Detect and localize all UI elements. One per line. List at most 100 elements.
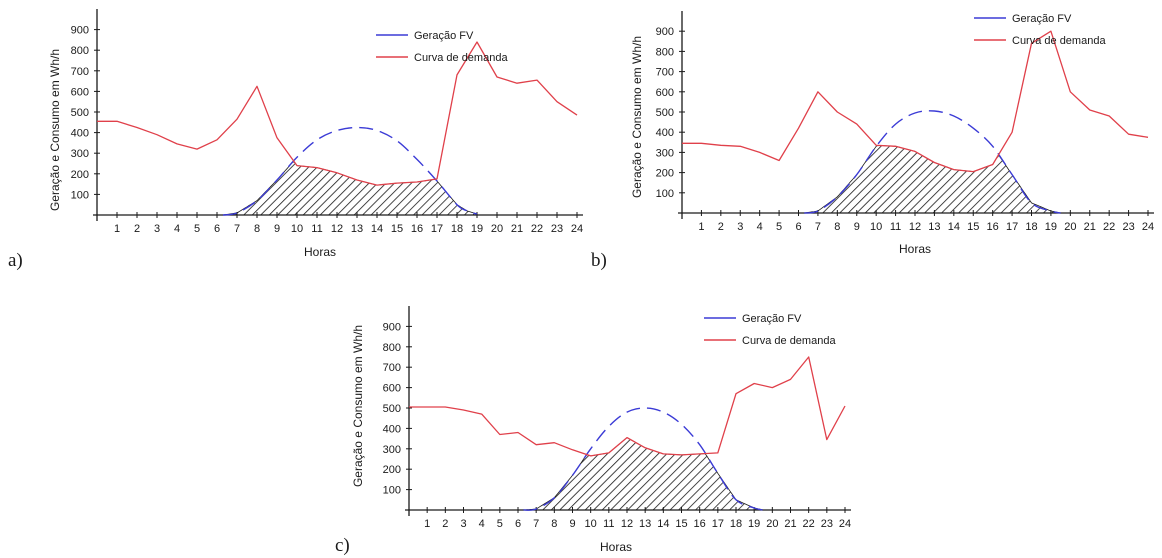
panel-label: b) bbox=[591, 250, 607, 271]
y-tick-label: 100 bbox=[71, 189, 89, 201]
y-tick-label: 300 bbox=[383, 444, 401, 456]
x-tick-label: 23 bbox=[551, 223, 563, 235]
x-tick-label: 19 bbox=[748, 518, 760, 530]
y-tick-label: 900 bbox=[71, 25, 89, 37]
x-tick-label: 3 bbox=[154, 223, 160, 235]
x-tick-label: 10 bbox=[291, 223, 303, 235]
x-tick-label: 1 bbox=[424, 518, 430, 530]
x-tick-label: 24 bbox=[571, 223, 583, 235]
x-tick-label: 9 bbox=[274, 223, 280, 235]
x-tick-label: 19 bbox=[471, 223, 483, 235]
y-axis-title: Geração e Consumo em Wh/h bbox=[351, 325, 365, 487]
x-tick-label: 16 bbox=[987, 221, 999, 233]
hatched-overlap-area bbox=[523, 437, 764, 511]
x-tick-label: 2 bbox=[442, 518, 448, 530]
x-tick-label: 9 bbox=[569, 518, 575, 530]
x-tick-label: 8 bbox=[551, 518, 557, 530]
chart-panel-c: 1 2 3 4 5 6 7 8 9 10 11 12 13 14 15 16 17 18 19 20 21 22 23 241… bbox=[335, 306, 851, 556]
x-tick-label: 6 bbox=[795, 221, 801, 233]
x-tick-label: 12 bbox=[331, 223, 343, 235]
y-tick-label: 700 bbox=[656, 67, 674, 79]
x-tick-label: 8 bbox=[254, 223, 260, 235]
legend-label: Curva de demanda bbox=[414, 52, 508, 64]
x-tick-label: 1 bbox=[698, 221, 704, 233]
y-tick-label: 300 bbox=[71, 148, 89, 160]
series-line-geracao-fv bbox=[523, 407, 764, 511]
y-tick-label: 200 bbox=[383, 464, 401, 476]
x-tick-label: 6 bbox=[515, 518, 521, 530]
chart-panel-a: 1 2 3 4 5 6 7 8 9 10 11 12 13 14 15 16 17 18 19 20 21 22 23 241… bbox=[8, 9, 583, 271]
x-tick-label: 8 bbox=[834, 221, 840, 233]
x-tick-label: 22 bbox=[803, 518, 815, 530]
y-tick-label: 500 bbox=[656, 107, 674, 119]
x-tick-label: 20 bbox=[491, 223, 503, 235]
series-line-curva-de-demanda bbox=[682, 30, 1149, 173]
y-tick-label: 500 bbox=[383, 403, 401, 415]
panel-label: a) bbox=[8, 250, 23, 271]
x-tick-label: 4 bbox=[757, 221, 763, 233]
x-axis-title: Horas bbox=[899, 242, 931, 256]
x-tick-label: 17 bbox=[431, 223, 443, 235]
y-tick-label: 800 bbox=[656, 46, 674, 58]
x-tick-label: 14 bbox=[948, 221, 960, 233]
x-tick-label: 7 bbox=[234, 223, 240, 235]
y-tick-label: 500 bbox=[71, 107, 89, 119]
x-tick-label: 19 bbox=[1045, 221, 1057, 233]
x-tick-label: 10 bbox=[870, 221, 882, 233]
x-tick-label: 11 bbox=[603, 518, 614, 530]
x-tick-label: 15 bbox=[391, 223, 403, 235]
y-tick-label: 200 bbox=[71, 169, 89, 181]
x-tick-label: 11 bbox=[890, 221, 901, 233]
x-tick-label: 4 bbox=[479, 518, 485, 530]
x-tick-label: 20 bbox=[1064, 221, 1076, 233]
x-tick-label: 24 bbox=[839, 518, 851, 530]
y-axis-title: Geração e Consumo em Wh/h bbox=[630, 36, 644, 198]
legend-label: Geração FV bbox=[1012, 13, 1072, 25]
x-tick-label: 18 bbox=[451, 223, 463, 235]
x-tick-label: 22 bbox=[1103, 221, 1115, 233]
x-tick-label: 13 bbox=[928, 221, 940, 233]
x-tick-label: 7 bbox=[815, 221, 821, 233]
x-tick-label: 7 bbox=[533, 518, 539, 530]
series-line-geracao-fv bbox=[222, 126, 478, 216]
x-tick-label: 12 bbox=[621, 518, 633, 530]
y-tick-label: 700 bbox=[71, 66, 89, 78]
x-tick-label: 12 bbox=[909, 221, 921, 233]
x-tick-label: 3 bbox=[460, 518, 466, 530]
x-tick-label: 14 bbox=[657, 518, 669, 530]
y-tick-label: 800 bbox=[71, 45, 89, 57]
x-tick-label: 9 bbox=[854, 221, 860, 233]
y-tick-label: 600 bbox=[383, 383, 401, 395]
series-line-curva-de-demanda bbox=[97, 41, 578, 186]
x-tick-label: 21 bbox=[511, 223, 523, 235]
legend-label: Curva de demanda bbox=[1012, 35, 1106, 47]
x-tick-label: 21 bbox=[1084, 221, 1096, 233]
x-tick-label: 10 bbox=[585, 518, 597, 530]
legend-label: Geração FV bbox=[414, 30, 474, 42]
y-tick-label: 200 bbox=[656, 168, 674, 180]
y-tick-label: 700 bbox=[383, 362, 401, 374]
hatched-overlap-area bbox=[804, 144, 1061, 214]
x-tick-label: 13 bbox=[351, 223, 363, 235]
chart-panel-b: 1 2 3 4 5 6 7 8 9 10 11 12 13 14 15 16 17 18 19 20 21 22 23 241… bbox=[591, 11, 1154, 271]
x-tick-label: 21 bbox=[784, 518, 796, 530]
legend: Geração FV Curva de demanda bbox=[704, 313, 836, 347]
series-line-curva-de-demanda bbox=[409, 356, 846, 457]
x-tick-label: 15 bbox=[675, 518, 687, 530]
legend: Geração FV Curva de demanda bbox=[376, 30, 508, 64]
y-tick-label: 300 bbox=[656, 147, 674, 159]
legend: Geração FV Curva de demanda bbox=[974, 13, 1106, 47]
y-axis-title: Geração e Consumo em Wh/h bbox=[48, 49, 62, 211]
x-tick-label: 17 bbox=[712, 518, 724, 530]
legend-label: Curva de demanda bbox=[742, 335, 836, 347]
x-tick-label: 1 bbox=[114, 223, 120, 235]
y-tick-label: 800 bbox=[383, 342, 401, 354]
x-tick-label: 17 bbox=[1006, 221, 1018, 233]
x-tick-label: 23 bbox=[821, 518, 833, 530]
x-tick-label: 3 bbox=[737, 221, 743, 233]
y-tick-label: 400 bbox=[383, 423, 401, 435]
x-tick-label: 18 bbox=[1025, 221, 1037, 233]
x-tick-label: 11 bbox=[311, 223, 322, 235]
x-tick-label: 16 bbox=[694, 518, 706, 530]
